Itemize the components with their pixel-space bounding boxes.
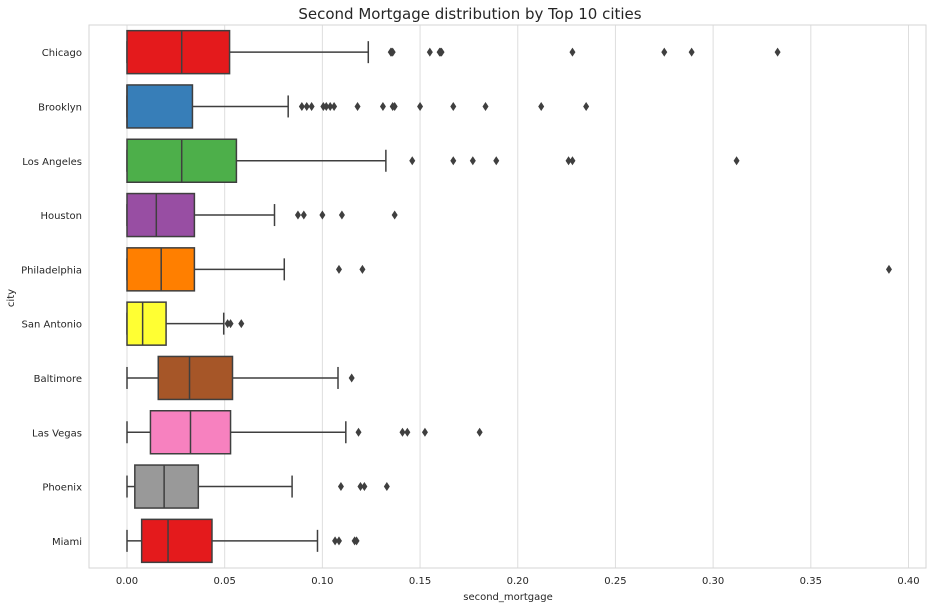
outlier-point <box>469 156 476 166</box>
iqr-box <box>126 192 196 238</box>
grid-lines <box>126 25 909 568</box>
x-tick-label: 0.05 <box>214 576 236 587</box>
x-tick-label: 0.30 <box>702 576 724 587</box>
box-group-los-angeles <box>126 138 740 183</box>
outlier-point <box>688 47 695 57</box>
outlier-point <box>450 101 457 111</box>
box-group-chicago <box>126 29 781 75</box>
outlier-point <box>482 101 489 111</box>
outlier-point <box>583 101 590 111</box>
outlier-point <box>303 101 310 111</box>
outlier-point <box>565 156 572 166</box>
box-group-philadelphia <box>126 247 892 292</box>
y-tick-label: Los Angeles <box>22 157 82 168</box>
outlier-point <box>359 264 366 274</box>
x-tick-label: 0.20 <box>507 576 529 587</box>
outlier-point <box>383 482 390 492</box>
outlier-point <box>294 210 301 220</box>
x-tick-label: 0.00 <box>116 576 138 587</box>
iqr-box <box>140 518 213 564</box>
outlier-point <box>450 156 457 166</box>
outlier-point <box>493 156 500 166</box>
outlier-point <box>227 319 234 329</box>
y-tick-label: Las Vegas <box>32 428 82 439</box>
iqr-box <box>134 464 200 509</box>
outlier-point <box>238 319 245 329</box>
outlier-point <box>298 101 305 111</box>
y-tick-label: Philadelphia <box>21 265 82 276</box>
outlier-point <box>733 156 740 166</box>
x-tick-label: 0.25 <box>604 576 626 587</box>
outlier-point <box>338 210 345 220</box>
outlier-point <box>391 101 398 111</box>
outlier-point <box>409 156 416 166</box>
box-group-san-antonio <box>126 301 245 346</box>
x-axis-label: second_mortgage <box>463 592 553 603</box>
y-tick-label: Houston <box>40 211 82 222</box>
outlier-point <box>353 536 360 546</box>
outlier-point <box>337 482 344 492</box>
outlier-point <box>774 47 781 57</box>
outlier-point <box>323 101 330 111</box>
box-group-brooklyn <box>126 84 590 129</box>
outlier-point <box>361 482 368 492</box>
outlier-point <box>308 101 315 111</box>
outlier-point <box>661 47 668 57</box>
y-tick-label: Miami <box>52 537 82 548</box>
outlier-point <box>335 264 342 274</box>
x-tick-label: 0.10 <box>311 576 333 587</box>
outlier-point <box>569 156 576 166</box>
outlier-point <box>379 101 386 111</box>
tick-labels: 0.00 0.05 0.10 0.15 0.20 0.25 0.30 0.35 0.40 Chic… <box>21 48 920 587</box>
y-tick-label: Brooklyn <box>38 102 82 113</box>
outlier-point <box>417 101 424 111</box>
box-group-baltimore <box>126 355 355 401</box>
outlier-point <box>885 264 892 274</box>
outlier-point <box>421 427 428 437</box>
outlier-point <box>389 47 396 57</box>
y-tick-label: Baltimore <box>34 374 82 385</box>
iqr-box <box>126 29 231 75</box>
box-group-miami <box>126 518 360 564</box>
iqr-box <box>126 84 194 129</box>
outlier-point <box>357 482 364 492</box>
y-tick-label: Chicago <box>42 48 82 59</box>
outlier-point <box>354 101 361 111</box>
outlier-point <box>348 373 355 383</box>
outlier-point <box>327 101 334 111</box>
box-group-houston <box>126 192 398 238</box>
plot-frame <box>88 24 927 569</box>
x-tick-label: 0.35 <box>800 576 822 587</box>
y-axis-label: city <box>6 289 17 307</box>
outlier-point <box>332 536 339 546</box>
outlier-point <box>355 427 362 437</box>
x-tick-label: 0.40 <box>897 576 919 587</box>
outlier-point <box>476 427 483 437</box>
outlier-point <box>438 47 445 57</box>
outlier-point <box>404 427 411 437</box>
outlier-point <box>538 101 545 111</box>
y-tick-label: San Antonio <box>22 320 82 331</box>
outlier-point <box>391 210 398 220</box>
outlier-point <box>319 210 326 220</box>
iqr-box <box>126 301 167 346</box>
box-group-phoenix <box>126 464 390 509</box>
outlier-point <box>399 427 406 437</box>
outlier-point <box>426 47 433 57</box>
boxes <box>126 29 892 564</box>
x-tick-label: 0.15 <box>409 576 431 587</box>
outlier-point <box>331 101 338 111</box>
chart-title: Second Mortgage distribution by Top 10 c… <box>298 5 641 23</box>
outlier-point <box>335 536 342 546</box>
y-tick-label: Phoenix <box>42 483 82 494</box>
iqr-box <box>157 355 234 401</box>
box-group-las-vegas <box>126 410 483 455</box>
outlier-point <box>569 47 576 57</box>
outlier-point <box>300 210 307 220</box>
